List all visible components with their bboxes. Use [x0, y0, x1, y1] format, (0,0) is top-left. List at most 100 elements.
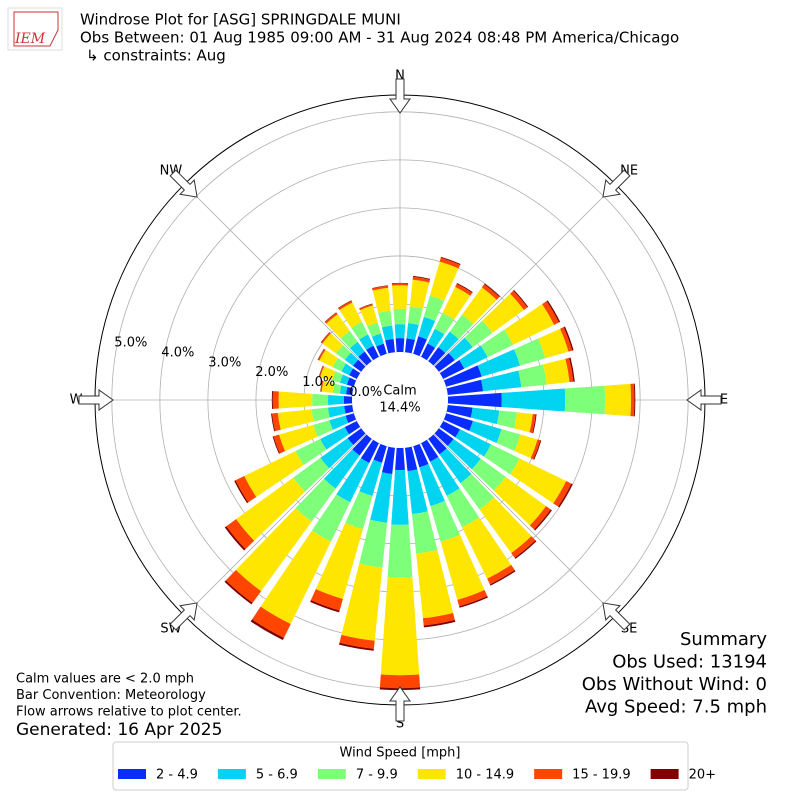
bar-segment [480, 329, 514, 358]
bar-segment [428, 347, 446, 366]
summary-line: Summary [680, 629, 767, 650]
bar-segment [393, 308, 407, 325]
bar-segment [405, 338, 415, 354]
flow-arrow [602, 169, 631, 198]
bar-segment [514, 540, 537, 559]
bar-segment [513, 289, 529, 308]
bar-segment [344, 421, 361, 435]
bar-segment [234, 480, 249, 504]
bar-segment [250, 619, 284, 641]
bar-segment [341, 563, 383, 641]
bar-segment [543, 358, 570, 385]
bar-segment [279, 424, 318, 452]
bar-segment [323, 449, 360, 489]
bar-segment [320, 438, 354, 469]
bar-segment [604, 383, 632, 417]
bar-segment [372, 285, 389, 289]
bar-segment [311, 407, 330, 422]
bar-segment [423, 295, 445, 322]
bar-segment [565, 357, 574, 383]
bar-segment [352, 434, 372, 456]
arrow-shape [169, 602, 198, 631]
flow-arrow [389, 78, 411, 114]
bar-segment [501, 388, 566, 412]
bar-segment [295, 478, 336, 522]
bar-segment [560, 327, 573, 352]
bar-segment [447, 392, 502, 408]
calm-value: 14.4% [379, 401, 420, 416]
arrow-shape [686, 389, 722, 411]
spoke [433, 433, 616, 616]
bar-segment [319, 365, 325, 378]
bar-segment [324, 312, 337, 323]
bar-segment [359, 334, 374, 350]
generated: Generated: 16 Apr 2025 [16, 720, 222, 740]
r-tick-label: 2.0% [255, 365, 288, 380]
bar-segment [477, 349, 521, 377]
bar-segment [313, 420, 333, 437]
bar-segment [529, 506, 551, 530]
spoke [184, 433, 367, 616]
bar-segment [271, 391, 274, 409]
bar-segment [347, 428, 366, 446]
bar-segment [360, 439, 379, 464]
bar-segment [381, 446, 395, 475]
bar-segment [411, 511, 438, 554]
bar-segment [482, 293, 524, 333]
bar-segment [236, 477, 306, 541]
direction-label: N [395, 69, 405, 84]
bar-segment [518, 364, 547, 388]
bar-segment [630, 383, 635, 417]
bar-segment [440, 534, 485, 600]
bar-segment [391, 282, 409, 284]
bar-segment [235, 476, 257, 503]
bar-segment [456, 283, 473, 293]
bar-segment [496, 410, 518, 429]
calm-label: Calm [383, 384, 416, 399]
bar-segment [272, 391, 279, 409]
legend-title: Wind Speed [mph] [340, 746, 461, 761]
bar-segment [339, 302, 362, 328]
bar-segment [419, 464, 445, 507]
bar-segment [338, 642, 374, 651]
bar-segment [359, 303, 373, 311]
bar-segment [380, 577, 420, 676]
bar-segment [462, 517, 512, 579]
bar-segment [371, 333, 384, 347]
bar-segment [336, 458, 370, 503]
summary-line: Avg Speed: 7.5 mph [585, 697, 767, 718]
bar-segment [532, 414, 537, 434]
bar-segment [346, 377, 357, 387]
bar-segment [359, 305, 378, 327]
bar-segment [338, 300, 353, 311]
bar-segment [538, 328, 569, 359]
bar-segment [530, 439, 541, 460]
flow-arrow [78, 389, 114, 411]
bar-segment [337, 300, 352, 309]
bar-segment [335, 344, 351, 360]
bar-segment [320, 366, 336, 381]
bar-segment [351, 321, 369, 340]
direction-label: E [720, 393, 728, 408]
bar-segment [407, 469, 428, 515]
bar-segment [244, 450, 304, 497]
bar-segment [428, 434, 447, 455]
arrow-shape [389, 78, 411, 114]
bar-segment [346, 386, 354, 395]
bar-segment [315, 522, 363, 599]
bar-segment [408, 306, 423, 325]
bar-segment [446, 379, 484, 395]
r-tick-label: 3.0% [208, 355, 241, 370]
bar-segment [324, 312, 338, 324]
bar-segment [418, 316, 436, 340]
bar-segment [511, 536, 536, 558]
bar-segment [439, 421, 460, 438]
bar-segment [469, 420, 502, 443]
r-tick-label: 0.0% [349, 385, 382, 400]
bar-segment [563, 326, 574, 351]
bar-segment [295, 438, 327, 465]
legend-swatch [317, 769, 346, 779]
bar-segment [332, 358, 346, 372]
bar-segment [412, 275, 431, 280]
